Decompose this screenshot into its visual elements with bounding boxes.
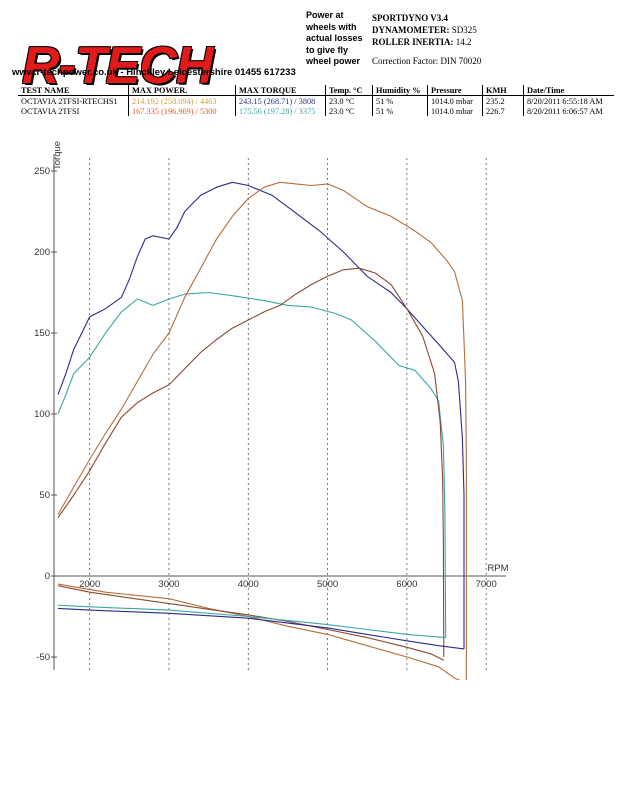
table-row: OCTAVIA 2TFSI-RTECHS1 214.192 (258.094) … <box>18 95 614 106</box>
humidity: 51 % <box>372 106 428 116</box>
x-tick-label: 6000 <box>396 579 417 590</box>
tagline: Power at wheels with actual losses to gi… <box>306 10 368 68</box>
chart-axes <box>51 154 506 670</box>
pressure: 1014.0 mbar <box>427 106 483 116</box>
series-line <box>57 181 467 680</box>
tagline-line: wheel power <box>306 56 361 66</box>
column-header: Humidity % <box>372 85 428 96</box>
x-tick-label: 7000 <box>476 579 497 590</box>
logo-subline: www.r-techpower.co.uk - Hinckley Leicest… <box>12 67 296 78</box>
pressure: 1014.0 mbar <box>427 95 483 106</box>
max-power: 167.335 (196.969) / 5300 <box>128 106 236 116</box>
max-power: 214.192 (258.094) / 4463 <box>128 95 236 106</box>
table-row: OCTAVIA 2TFSI 167.335 (196.969) / 5300 1… <box>18 106 614 116</box>
dynamometer-value: SD325 <box>451 25 477 35</box>
column-header: MAX POWER. <box>128 85 236 96</box>
y-tick-label: 0 <box>45 571 50 582</box>
logo-text: R-TECH <box>22 37 213 95</box>
test-name: OCTAVIA 2TFSI <box>18 106 129 116</box>
chart-labels: -50 0 50 100 150 200 250 2000 3000 4000 5000 6000 70… <box>34 141 508 663</box>
roller-label: ROLLER INERTIA: <box>372 37 454 47</box>
results-table: TEST NAME MAX POWER. MAX TORQUE Temp. °C… <box>18 85 614 116</box>
test-name: OCTAVIA 2TFSI-RTECHS1 <box>18 95 129 106</box>
series-line <box>57 583 461 680</box>
column-header: TEST NAME <box>18 85 129 96</box>
series-line <box>57 604 446 639</box>
y-axis-label: Torque <box>52 141 63 170</box>
max-torque: 243.15 (268.71) / 3808 <box>235 95 326 106</box>
series-line <box>57 291 447 638</box>
y-tick-label: -50 <box>36 652 50 663</box>
dyno-chart: -50 0 50 100 150 200 250 2000 3000 4000 5000 6000 70… <box>34 141 509 680</box>
x-tick-label: 3000 <box>158 579 179 590</box>
kmh: 226.7 <box>482 106 524 116</box>
column-header: Temp. °C <box>325 85 373 96</box>
y-tick-label: 150 <box>34 328 50 339</box>
tagline-line: Power at <box>306 10 344 20</box>
column-header: KMH <box>482 85 524 96</box>
date-time: 8/20/2011 6:06:57 AM <box>527 106 603 116</box>
column-header: MAX TORQUE <box>235 85 326 96</box>
tagline-line: actual losses <box>306 33 363 43</box>
series-line <box>57 607 465 650</box>
y-tick-label: 250 <box>34 166 50 177</box>
table-header-row: TEST NAME MAX POWER. MAX TORQUE Temp. °C… <box>18 85 614 96</box>
temperature: 23.0 °C <box>325 95 373 106</box>
humidity: 51 % <box>372 95 428 106</box>
tagline-line: wheels with <box>306 21 357 32</box>
chart-series <box>57 181 467 680</box>
x-axis-label: RPM <box>487 563 508 574</box>
kmh: 235.2 <box>482 95 524 106</box>
series-line <box>57 585 445 661</box>
column-header: Pressure <box>427 85 483 96</box>
roller-value: 14.2 <box>455 37 472 47</box>
correction-factor: Correction Factor: DIN 70020 <box>372 56 482 66</box>
dyno-info: SPORTDYNO V3.4 DYNAMOMETER: SD325 ROLLER… <box>372 12 481 67</box>
temperature: 23.0 °C <box>325 106 373 116</box>
y-tick-label: 50 <box>39 490 50 501</box>
chart-grid <box>89 158 487 670</box>
date-time: 8/20/2011 6:55:18 AM <box>527 96 603 106</box>
column-header: Date/Time <box>523 85 614 96</box>
tagline-line: to give fly <box>306 44 349 55</box>
x-tick-label: 2000 <box>79 579 100 590</box>
x-tick-label: 5000 <box>317 579 338 590</box>
software-name: SPORTDYNO V3.4 <box>372 13 449 23</box>
rtech-logo: R-TECH <box>10 22 300 92</box>
x-tick-label: 4000 <box>238 579 259 590</box>
series-line <box>57 181 465 649</box>
y-tick-label: 200 <box>34 247 50 258</box>
series-line <box>57 267 445 658</box>
dynamometer-label: DYNAMOMETER: <box>372 25 450 35</box>
max-torque: 175.56 (197.28) / 3375 <box>235 106 326 116</box>
y-tick-label: 100 <box>34 409 50 420</box>
